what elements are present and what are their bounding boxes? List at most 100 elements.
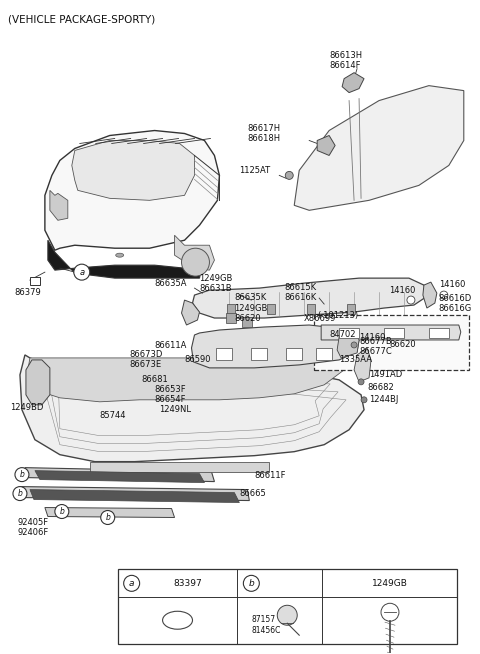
Text: 86613H
86614F: 86613H 86614F <box>329 51 362 70</box>
Polygon shape <box>28 358 344 402</box>
Text: 14160: 14160 <box>359 334 385 343</box>
Polygon shape <box>26 360 50 405</box>
Text: 84702: 84702 <box>329 330 356 339</box>
Text: (-101213): (-101213) <box>317 311 358 320</box>
Text: (VEHICLE PACKAGE-SPORTY): (VEHICLE PACKAGE-SPORTY) <box>8 15 155 25</box>
Text: 14160: 14160 <box>439 280 465 288</box>
Circle shape <box>285 171 293 179</box>
Polygon shape <box>294 86 464 211</box>
Text: 1244BJ: 1244BJ <box>369 395 398 404</box>
Polygon shape <box>347 304 355 314</box>
Text: b: b <box>249 579 254 588</box>
Polygon shape <box>192 278 429 318</box>
Polygon shape <box>423 282 437 308</box>
Text: 1335AA: 1335AA <box>339 355 372 364</box>
Polygon shape <box>90 462 269 472</box>
Bar <box>384 328 404 338</box>
Circle shape <box>440 291 448 299</box>
Circle shape <box>13 487 27 500</box>
Bar <box>286 348 302 360</box>
Bar <box>216 348 232 360</box>
Polygon shape <box>192 325 359 368</box>
Circle shape <box>381 603 399 621</box>
Circle shape <box>55 504 69 519</box>
Polygon shape <box>45 131 219 250</box>
Text: 86617H
86618H: 86617H 86618H <box>247 124 280 143</box>
Polygon shape <box>72 141 194 200</box>
Text: 86635K
1249GB
86620: 86635K 1249GB 86620 <box>234 294 268 322</box>
Text: 85744: 85744 <box>100 411 126 421</box>
Bar <box>118 570 457 644</box>
Text: 92405F
92406F: 92405F 92406F <box>18 518 49 537</box>
Circle shape <box>181 249 209 276</box>
Bar <box>314 315 469 370</box>
Text: 1249GB: 1249GB <box>200 273 233 283</box>
Text: 86635A: 86635A <box>155 279 187 288</box>
Text: 86590: 86590 <box>184 355 211 364</box>
Text: 86379: 86379 <box>14 288 41 297</box>
Ellipse shape <box>116 253 124 257</box>
Text: 86620: 86620 <box>389 341 416 349</box>
Circle shape <box>124 576 140 591</box>
Bar <box>252 348 267 360</box>
Circle shape <box>358 379 364 385</box>
Text: 1249BD: 1249BD <box>10 404 43 412</box>
Bar <box>30 277 40 285</box>
Polygon shape <box>25 468 215 481</box>
Text: a: a <box>79 267 84 277</box>
Text: 86631B: 86631B <box>200 284 232 292</box>
Text: 86682: 86682 <box>367 383 394 392</box>
Circle shape <box>407 296 415 304</box>
Bar <box>429 328 449 338</box>
Text: 86665: 86665 <box>240 489 266 498</box>
Polygon shape <box>20 355 364 462</box>
Text: 86681: 86681 <box>142 375 168 385</box>
Bar <box>316 348 332 360</box>
Polygon shape <box>317 135 335 156</box>
Text: a: a <box>129 579 134 588</box>
Polygon shape <box>354 348 371 382</box>
Polygon shape <box>35 471 204 483</box>
Text: 1249NL: 1249NL <box>159 405 192 414</box>
Polygon shape <box>175 235 215 270</box>
Polygon shape <box>227 313 236 323</box>
Polygon shape <box>181 300 200 325</box>
Circle shape <box>243 576 259 591</box>
Text: 86673D
86673E: 86673D 86673E <box>130 351 163 370</box>
Text: 1491AD: 1491AD <box>369 370 402 379</box>
Text: b: b <box>17 489 23 498</box>
Text: 1249GB: 1249GB <box>372 579 408 588</box>
Polygon shape <box>321 325 461 340</box>
Polygon shape <box>48 240 204 278</box>
Bar <box>339 328 359 338</box>
Polygon shape <box>20 487 249 500</box>
Text: 86677B
86677C: 86677B 86677C <box>359 337 392 356</box>
Ellipse shape <box>163 611 192 629</box>
Text: 86616D
86616G: 86616D 86616G <box>439 294 472 313</box>
Text: b: b <box>60 507 64 516</box>
Text: 1125AT: 1125AT <box>240 166 271 175</box>
Circle shape <box>101 511 115 525</box>
Text: 87157
81456C: 87157 81456C <box>252 615 281 634</box>
Circle shape <box>74 264 90 280</box>
Circle shape <box>361 397 367 403</box>
Polygon shape <box>337 330 359 358</box>
Circle shape <box>277 605 297 625</box>
Polygon shape <box>50 190 68 220</box>
Text: 86653F
86654F: 86653F 86654F <box>155 385 186 404</box>
Polygon shape <box>242 317 252 327</box>
Polygon shape <box>307 304 315 314</box>
Polygon shape <box>342 73 364 93</box>
Text: 86611F: 86611F <box>254 471 286 480</box>
Polygon shape <box>267 304 276 314</box>
Text: 14160: 14160 <box>389 286 415 294</box>
Text: 86615K
86616K: 86615K 86616K <box>284 283 316 301</box>
Text: b: b <box>20 470 24 479</box>
Polygon shape <box>30 490 240 502</box>
Text: b: b <box>105 513 110 522</box>
Circle shape <box>351 342 357 348</box>
Circle shape <box>15 468 29 481</box>
Polygon shape <box>228 304 235 314</box>
Polygon shape <box>45 508 175 517</box>
Text: X86699: X86699 <box>304 313 336 322</box>
